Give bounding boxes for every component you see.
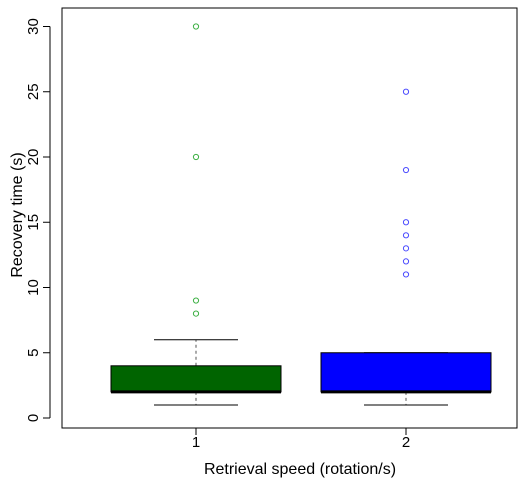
box-group-1: [110, 23, 282, 406]
y-tick-label: 0: [25, 414, 42, 422]
outlier-point: [402, 232, 410, 239]
outlier-point: [402, 88, 410, 95]
y-tick-label: 10: [25, 279, 42, 296]
outlier-point: [402, 166, 410, 174]
y-tick-label: 15: [25, 214, 42, 231]
y-tick-label: 20: [25, 149, 42, 166]
outlier-point: [192, 23, 200, 30]
box-iqr: [110, 365, 282, 393]
x-tick-label: 1: [192, 434, 200, 451]
box-iqr: [320, 352, 492, 393]
outlier-point: [402, 245, 410, 252]
y-axis-title: Recovery time (s): [9, 152, 26, 277]
y-tick-label: 5: [25, 349, 42, 357]
outlier-point: [192, 297, 200, 304]
outlier-point: [192, 153, 200, 161]
outlier-point: [402, 271, 410, 278]
x-tick-label: 2: [402, 434, 410, 451]
outlier-point: [402, 219, 410, 226]
box-group-2: [320, 88, 492, 406]
y-tick-label: 25: [25, 83, 42, 100]
x-axis-title: Retrieval speed (rotation/s): [204, 461, 396, 478]
outlier-point: [402, 258, 410, 265]
y-tick-label: 30: [25, 18, 42, 35]
outlier-point: [192, 310, 200, 317]
